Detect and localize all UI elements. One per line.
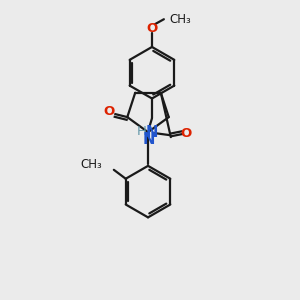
Text: H: H: [137, 125, 147, 138]
Text: CH₃: CH₃: [170, 13, 192, 26]
Text: N: N: [143, 132, 155, 147]
Text: CH₃: CH₃: [80, 158, 102, 171]
Text: O: O: [146, 22, 158, 34]
Text: O: O: [104, 105, 115, 118]
Text: N: N: [146, 125, 158, 140]
Text: O: O: [180, 127, 191, 140]
